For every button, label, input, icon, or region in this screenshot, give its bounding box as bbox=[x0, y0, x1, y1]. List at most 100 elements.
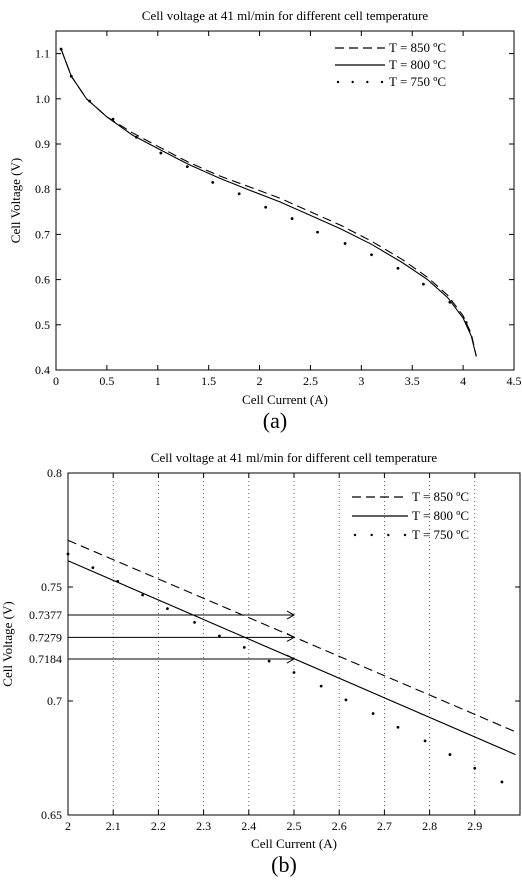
x-tick-label: 2 bbox=[257, 374, 263, 388]
series-dotted-point bbox=[316, 230, 319, 234]
y-tick-label: 0.7 bbox=[47, 694, 62, 708]
x-tick-label: 3.5 bbox=[405, 374, 420, 388]
legend-marker-dotted bbox=[366, 80, 369, 84]
series-dotted-point bbox=[211, 181, 215, 184]
legend-entry: T = 750 ºC bbox=[412, 527, 469, 542]
legend-marker-dotted bbox=[351, 80, 354, 84]
series-dotted-point bbox=[193, 620, 196, 624]
series-dotted-point bbox=[396, 266, 400, 270]
annotation-arrowhead bbox=[286, 654, 296, 664]
x-tick-label: 2.9 bbox=[467, 819, 482, 833]
x-tick-label: 4 bbox=[460, 374, 466, 388]
series-dotted-point bbox=[500, 780, 504, 784]
chart-title: Cell voltage at 41 ml/min for different … bbox=[151, 450, 438, 465]
series-dotted-point bbox=[290, 217, 294, 220]
y-tick-label: 0.6 bbox=[35, 273, 50, 287]
y-tick-label: 0.8 bbox=[35, 182, 50, 196]
x-tick-label: 2 bbox=[65, 819, 71, 833]
y-tick-label: 0.65 bbox=[41, 808, 62, 822]
series-dotted-point bbox=[59, 47, 63, 51]
legend-entry: T = 800 ºC bbox=[389, 57, 446, 72]
series-dotted-point bbox=[66, 552, 70, 556]
y-tick-label: 0.9 bbox=[35, 137, 50, 151]
legend-marker-dotted bbox=[387, 533, 390, 537]
series-dotted-point bbox=[370, 253, 373, 257]
x-tick-label: 2.5 bbox=[303, 374, 318, 388]
legend-marker-dotted bbox=[380, 80, 384, 84]
plot-frame bbox=[55, 30, 515, 371]
series-dotted-point bbox=[185, 165, 189, 169]
annotation-label: 0.7279 bbox=[29, 630, 62, 644]
series-dotted-point bbox=[159, 151, 163, 155]
x-tick-label: 2.1 bbox=[106, 819, 121, 833]
series-dotted-point bbox=[166, 607, 169, 611]
series-dotted-point bbox=[237, 192, 241, 196]
series-dotted-point bbox=[344, 698, 348, 702]
series-dotted-point bbox=[423, 739, 427, 743]
x-tick-label: 2.7 bbox=[377, 819, 392, 833]
legend-entry: T = 850 ºC bbox=[389, 40, 446, 55]
legend-entry: T = 850 ºC bbox=[412, 489, 469, 504]
x-tick-label: 0 bbox=[53, 374, 59, 388]
series-dotted-point bbox=[448, 753, 452, 756]
plot-frame bbox=[67, 472, 521, 816]
y-tick-label: 0.4 bbox=[35, 363, 50, 377]
series-dotted-point bbox=[242, 646, 246, 649]
x-axis-label: Cell Current (A) bbox=[242, 392, 328, 407]
series-dotted-point bbox=[111, 117, 115, 121]
series-dotted-point bbox=[116, 579, 120, 583]
x-tick-label: 2.4 bbox=[241, 819, 256, 833]
y-tick-label: 0.7 bbox=[35, 227, 50, 241]
y-axis-label: Cell Voltage (V) bbox=[8, 158, 23, 243]
figure-caption: (b) bbox=[271, 852, 297, 877]
x-tick-label: 2.8 bbox=[422, 819, 437, 833]
legend-entry: T = 750 ºC bbox=[389, 74, 446, 89]
series-dotted-point bbox=[267, 659, 271, 663]
chart-title: Cell voltage at 41 ml/min for different … bbox=[142, 8, 429, 23]
series-dotted-point bbox=[264, 205, 268, 209]
series-dotted-point bbox=[69, 74, 73, 78]
x-tick-label: 2.2 bbox=[151, 819, 166, 833]
series-dotted-point bbox=[141, 593, 144, 597]
x-tick-label: 1.5 bbox=[201, 374, 216, 388]
annotation-arrowhead bbox=[286, 610, 296, 620]
series-dotted-point bbox=[91, 566, 95, 570]
legend-marker-dotted bbox=[353, 533, 357, 537]
annotation-arrowhead bbox=[286, 632, 296, 642]
legend-marker-dotted bbox=[403, 533, 407, 537]
series-dotted-point bbox=[473, 766, 477, 770]
series-dotted-point bbox=[343, 242, 347, 245]
x-tick-label: 4.5 bbox=[507, 374, 522, 388]
legend-marker-dotted bbox=[336, 80, 340, 84]
series-dotted-point bbox=[464, 321, 468, 324]
legend-entry: T = 800 ºC bbox=[412, 508, 469, 523]
series-dotted-point bbox=[292, 671, 296, 674]
x-tick-label: 2.6 bbox=[332, 819, 347, 833]
y-tick-label: 0.5 bbox=[35, 318, 50, 332]
y-tick-label: 0.75 bbox=[41, 580, 62, 594]
x-tick-label: 2.3 bbox=[196, 819, 211, 833]
figure-caption: (a) bbox=[263, 408, 287, 433]
series-dotted-point bbox=[135, 135, 138, 139]
series-dotted-point bbox=[422, 282, 425, 286]
chart-a: Cell voltage at 41 ml/min for different … bbox=[8, 8, 522, 433]
x-tick-label: 1 bbox=[155, 374, 161, 388]
x-tick-label: 3 bbox=[358, 374, 364, 388]
y-tick-label: 1.1 bbox=[35, 47, 50, 61]
series-dotted-point bbox=[448, 300, 452, 304]
series-dotted-point bbox=[396, 725, 400, 729]
x-axis-label: Cell Current (A) bbox=[251, 836, 337, 851]
series-dotted-point bbox=[88, 99, 91, 103]
x-tick-label: 0.5 bbox=[99, 374, 114, 388]
series-dotted-point bbox=[371, 712, 375, 715]
series-solid-line bbox=[60, 48, 477, 357]
x-tick-label: 2.5 bbox=[287, 819, 302, 833]
series-dotted-point bbox=[319, 684, 323, 688]
y-tick-label: 1.0 bbox=[35, 92, 50, 106]
annotation-label: 0.7377 bbox=[29, 608, 62, 622]
chart-b: Cell voltage at 41 ml/min for different … bbox=[0, 450, 521, 877]
legend-marker-dotted bbox=[370, 533, 373, 537]
y-tick-label: 0.8 bbox=[47, 466, 62, 480]
annotation-label: 0.7184 bbox=[29, 652, 62, 666]
